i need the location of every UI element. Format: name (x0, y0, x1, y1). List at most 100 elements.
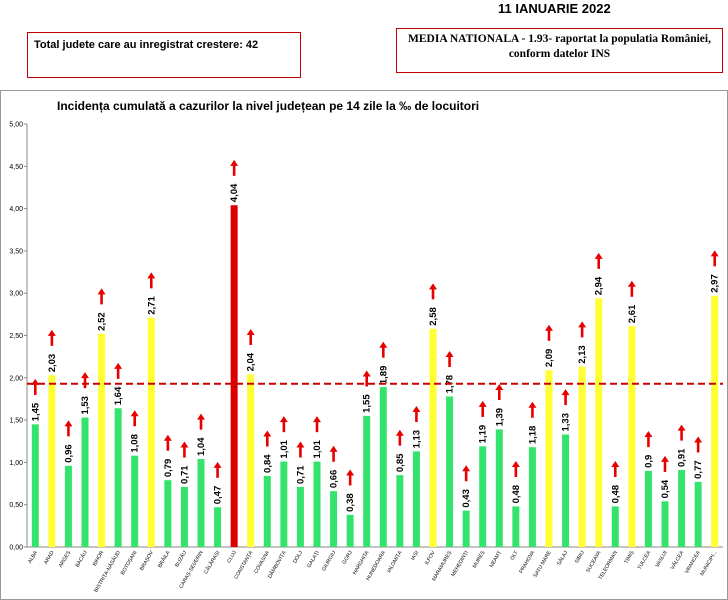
trend-arrow-icon (313, 416, 321, 423)
trend-arrow-icon (627, 280, 636, 287)
data-label: 1,55 (362, 394, 373, 413)
data-label: 0,54 (660, 479, 671, 498)
trend-arrow-icon (346, 469, 355, 476)
chart-title: Incidența cumulată a cazurilor la nivel … (57, 99, 479, 113)
y-tick-label: 0,50 (9, 502, 23, 509)
bar-galați (313, 461, 321, 547)
data-label: 1,08 (130, 434, 141, 453)
y-tick-label: 3,50 (9, 248, 23, 255)
trend-arrow-icon (710, 250, 719, 257)
trend-arrow-icon (197, 413, 205, 420)
bar-covasna (263, 475, 271, 547)
bar-botoșani (131, 455, 139, 547)
trend-arrow-icon (412, 406, 421, 413)
trend-arrow-icon (379, 341, 388, 348)
data-label: 2,52 (97, 312, 108, 331)
bar-vrancea (694, 481, 702, 547)
data-label: 0,91 (677, 448, 688, 467)
trend-arrow-icon (511, 460, 520, 467)
bar-cluj (230, 205, 238, 547)
data-label: 1,64 (113, 386, 124, 405)
incidence-bar-chart: Incidența cumulată a cazurilor la nivel … (0, 90, 728, 600)
bar-dâmbovița (280, 461, 288, 547)
bar-mureș (479, 446, 487, 547)
trend-arrow-icon (213, 461, 222, 468)
bar-satu mare (545, 370, 553, 547)
data-label: 2,97 (710, 274, 721, 293)
y-tick-label: 1,00 (9, 460, 23, 467)
bar-brăila (164, 480, 172, 547)
data-label: 0,48 (610, 485, 621, 504)
x-tick-label: IAȘI (410, 550, 420, 561)
trend-arrow-icon (329, 445, 338, 452)
y-tick-label: 1,50 (9, 418, 23, 425)
bar-bacău (81, 417, 89, 547)
data-label: 1,39 (494, 408, 505, 427)
trend-arrow-icon (130, 410, 139, 417)
x-tick-label: CLUJ (226, 550, 238, 565)
trend-arrow-icon (528, 401, 537, 408)
trend-arrow-icon (97, 288, 106, 295)
y-tick-label: 2,00 (9, 375, 23, 382)
trend-arrow-icon (462, 465, 471, 472)
trend-arrow-icon (47, 329, 56, 336)
bar-bihor (98, 333, 106, 547)
y-axis: 0,00 0,50 1,00 1,50 2,00 2,50 3,00 3,50 4,00 4,50… (9, 122, 723, 552)
bar-harghita (363, 415, 371, 547)
bar-iași (412, 451, 420, 547)
bar-timiș (628, 326, 636, 547)
data-label: 2,58 (428, 307, 439, 326)
data-label: 0,47 (213, 486, 224, 505)
data-label: 0,77 (693, 460, 704, 479)
trend-arrow-icon (545, 324, 553, 331)
bar-constanța (247, 374, 255, 547)
y-tick-label: 5,00 (9, 122, 23, 129)
bar-tulcea (644, 470, 652, 547)
x-tick-label: OLT (510, 549, 520, 561)
bar-dolj (296, 486, 304, 547)
data-label: 2,09 (544, 349, 555, 368)
trend-arrow-icon (246, 329, 255, 336)
trend-arrow-icon (64, 420, 73, 427)
bar-ilfov (429, 328, 437, 547)
y-tick-label: 2,50 (9, 333, 23, 340)
trend-arrow-icon (279, 416, 288, 423)
y-tick-label: 4,00 (9, 206, 23, 213)
data-label: 0,48 (511, 485, 522, 504)
bar-ialomița (396, 475, 404, 547)
data-label: 1,04 (196, 437, 207, 456)
trend-arrow-icon (694, 436, 703, 443)
data-label: 1,89 (378, 366, 389, 385)
trend-arrow-icon (644, 431, 653, 438)
data-label: 0,71 (295, 465, 306, 484)
bar-argeș (64, 465, 72, 547)
trend-arrow-icon (147, 272, 156, 279)
data-label: 0,9 (643, 455, 654, 468)
data-label: 4,04 (229, 183, 240, 202)
report-date: 11 IANUARIE 2022 (498, 1, 611, 16)
counties-increase-box: Total judete care au inregistrat crester… (27, 32, 301, 78)
trend-arrow-icon (677, 424, 686, 431)
bar-municipi... (711, 295, 719, 547)
trend-arrow-icon (578, 321, 587, 328)
y-tick-label: 4,50 (9, 164, 23, 171)
trend-arrow-icon (230, 159, 239, 166)
trend-arrow-icon (296, 441, 305, 448)
data-label: 0,85 (395, 453, 406, 472)
data-label: 0,96 (63, 444, 74, 463)
bar-gorj (346, 514, 354, 547)
data-label: 0,43 (461, 489, 472, 508)
trend-arrow-icon (561, 389, 570, 396)
trend-arrow-icon (362, 370, 371, 377)
data-label: 2,13 (577, 345, 588, 364)
data-label: 1,01 (312, 439, 323, 458)
data-label: 1,19 (478, 425, 489, 444)
national-average-line1: MEDIA NATIONALA - 1.93- raportat la popu… (408, 33, 711, 45)
trend-arrow-icon (661, 455, 669, 462)
trend-arrow-icon (114, 362, 123, 369)
data-label: 0,71 (179, 465, 190, 484)
data-label: 0,84 (262, 454, 273, 473)
bar-buzău (180, 486, 188, 547)
data-label: 1,13 (411, 430, 422, 449)
data-label: 1,33 (561, 413, 572, 432)
